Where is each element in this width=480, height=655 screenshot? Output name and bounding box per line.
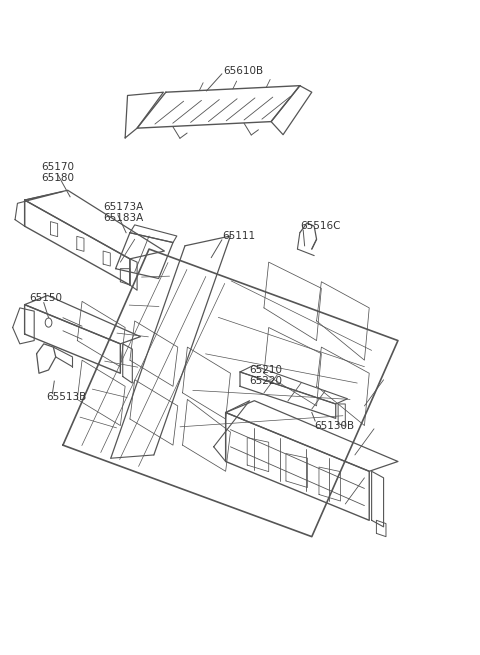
- Text: 65180: 65180: [41, 174, 74, 183]
- Text: 65610B: 65610B: [223, 66, 264, 75]
- Text: 65516C: 65516C: [300, 221, 340, 231]
- Text: 65111: 65111: [222, 231, 255, 241]
- Text: 65130B: 65130B: [314, 421, 354, 430]
- Text: 65513B: 65513B: [46, 392, 86, 402]
- Text: 65150: 65150: [29, 293, 62, 303]
- Text: 65183A: 65183A: [104, 213, 144, 223]
- Text: 65173A: 65173A: [104, 202, 144, 212]
- Text: 65210: 65210: [250, 365, 283, 375]
- Text: 65170: 65170: [41, 162, 74, 172]
- Text: 65220: 65220: [250, 376, 283, 386]
